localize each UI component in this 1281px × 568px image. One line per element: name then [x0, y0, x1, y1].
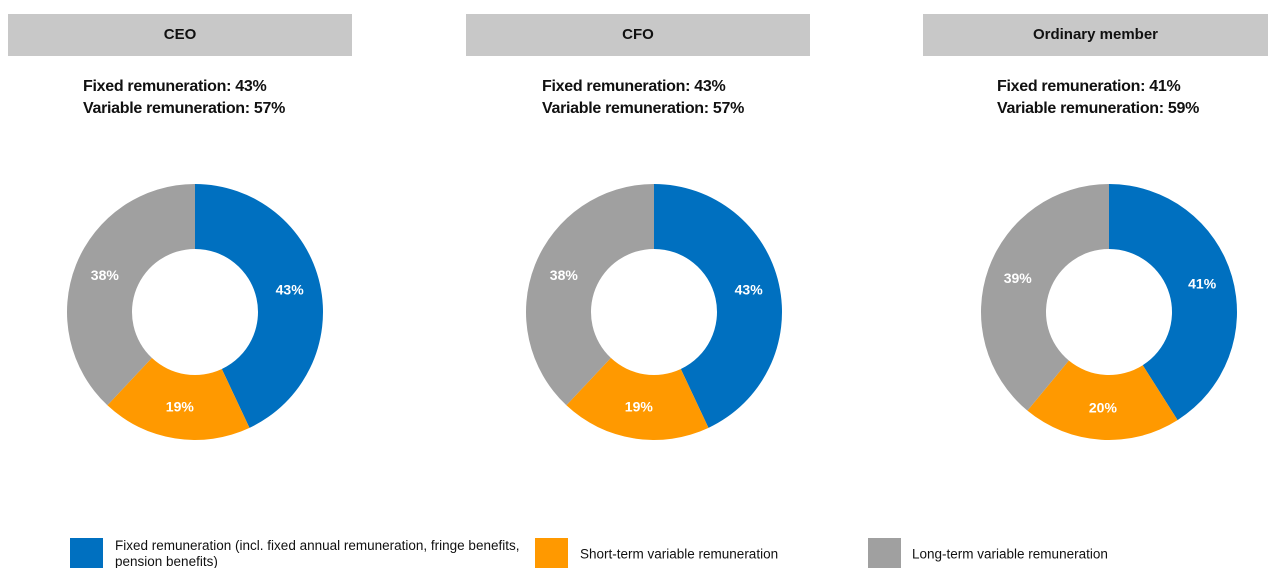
legend-swatch	[868, 538, 901, 568]
slice-label: 43%	[735, 282, 764, 298]
donut-slice	[1109, 184, 1238, 421]
legend-label: Fixed remuneration (incl. fixed annual r…	[115, 538, 519, 568]
slice-label: 38%	[91, 267, 120, 283]
annotation: Variable remuneration: 57%	[83, 100, 285, 117]
donut-slice	[654, 184, 782, 428]
slice-label: 38%	[550, 267, 579, 283]
donut-slice	[566, 357, 709, 441]
slice-label: 19%	[166, 399, 195, 415]
header-bar	[466, 14, 810, 56]
annotation: Variable remuneration: 59%	[997, 100, 1199, 117]
legend-label: Long-term variable remuneration	[912, 547, 1108, 562]
donut-slice	[195, 184, 324, 428]
header-bar	[923, 14, 1268, 56]
donut-slice	[526, 184, 654, 406]
annotation: Fixed remuneration: 43%	[83, 78, 266, 95]
chart-title: Ordinary member	[1033, 26, 1158, 43]
donut-slice	[981, 184, 1109, 411]
donut-slice	[107, 357, 250, 441]
legend-swatch	[70, 538, 103, 568]
legend-label: Short-term variable remuneration	[580, 547, 778, 562]
donut-slice	[1027, 360, 1178, 440]
legend-line: Fixed remuneration (incl. fixed annual r…	[115, 538, 519, 553]
annotation: Variable remuneration: 57%	[542, 100, 744, 117]
donut-slice	[67, 184, 195, 406]
chart-title: CFO	[622, 26, 654, 43]
slice-label: 43%	[276, 282, 305, 298]
chart-title: CEO	[164, 26, 197, 43]
annotation: Fixed remuneration: 41%	[997, 78, 1180, 95]
slice-label: 20%	[1089, 400, 1118, 416]
annotation: Fixed remuneration: 43%	[542, 78, 725, 95]
slice-label: 41%	[1188, 276, 1217, 292]
slice-label: 19%	[625, 399, 654, 415]
legend-swatch	[535, 538, 568, 568]
slice-label: 39%	[1004, 270, 1033, 286]
legend-line: pension benefits)	[115, 554, 218, 568]
header-bar	[8, 14, 352, 56]
